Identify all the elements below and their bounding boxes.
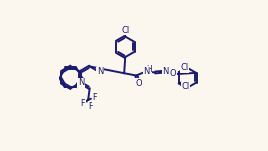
- Text: N: N: [162, 67, 169, 76]
- Text: F: F: [88, 101, 93, 111]
- Text: Cl: Cl: [180, 63, 188, 72]
- Text: F: F: [80, 99, 85, 108]
- Text: O: O: [169, 69, 176, 78]
- Text: N: N: [78, 78, 84, 87]
- Text: Cl: Cl: [121, 26, 129, 35]
- Text: H: H: [146, 64, 151, 74]
- Text: F: F: [92, 93, 96, 103]
- Text: N: N: [97, 67, 103, 76]
- Text: O: O: [135, 79, 142, 88]
- Text: N: N: [143, 67, 150, 76]
- Text: Cl: Cl: [181, 82, 189, 91]
